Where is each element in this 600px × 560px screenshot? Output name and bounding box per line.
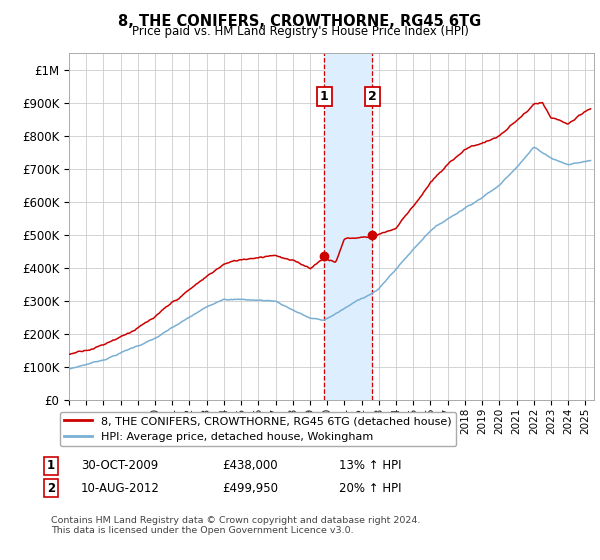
Text: 2: 2: [47, 482, 55, 495]
Text: 2: 2: [368, 90, 376, 103]
Text: £438,000: £438,000: [222, 459, 278, 473]
Text: 13% ↑ HPI: 13% ↑ HPI: [339, 459, 401, 473]
Legend: 8, THE CONIFERS, CROWTHORNE, RG45 6TG (detached house), HPI: Average price, deta: 8, THE CONIFERS, CROWTHORNE, RG45 6TG (d…: [59, 412, 456, 446]
Text: 30-OCT-2009: 30-OCT-2009: [81, 459, 158, 473]
Text: £499,950: £499,950: [222, 482, 278, 495]
Bar: [324, 53, 372, 400]
Text: 10-AUG-2012: 10-AUG-2012: [81, 482, 160, 495]
Text: 1: 1: [47, 459, 55, 473]
Text: Contains HM Land Registry data © Crown copyright and database right 2024.
This d: Contains HM Land Registry data © Crown c…: [51, 516, 421, 535]
Text: 8, THE CONIFERS, CROWTHORNE, RG45 6TG: 8, THE CONIFERS, CROWTHORNE, RG45 6TG: [118, 14, 482, 29]
Text: Price paid vs. HM Land Registry's House Price Index (HPI): Price paid vs. HM Land Registry's House …: [131, 25, 469, 38]
Text: 20% ↑ HPI: 20% ↑ HPI: [339, 482, 401, 495]
Text: 1: 1: [320, 90, 329, 103]
